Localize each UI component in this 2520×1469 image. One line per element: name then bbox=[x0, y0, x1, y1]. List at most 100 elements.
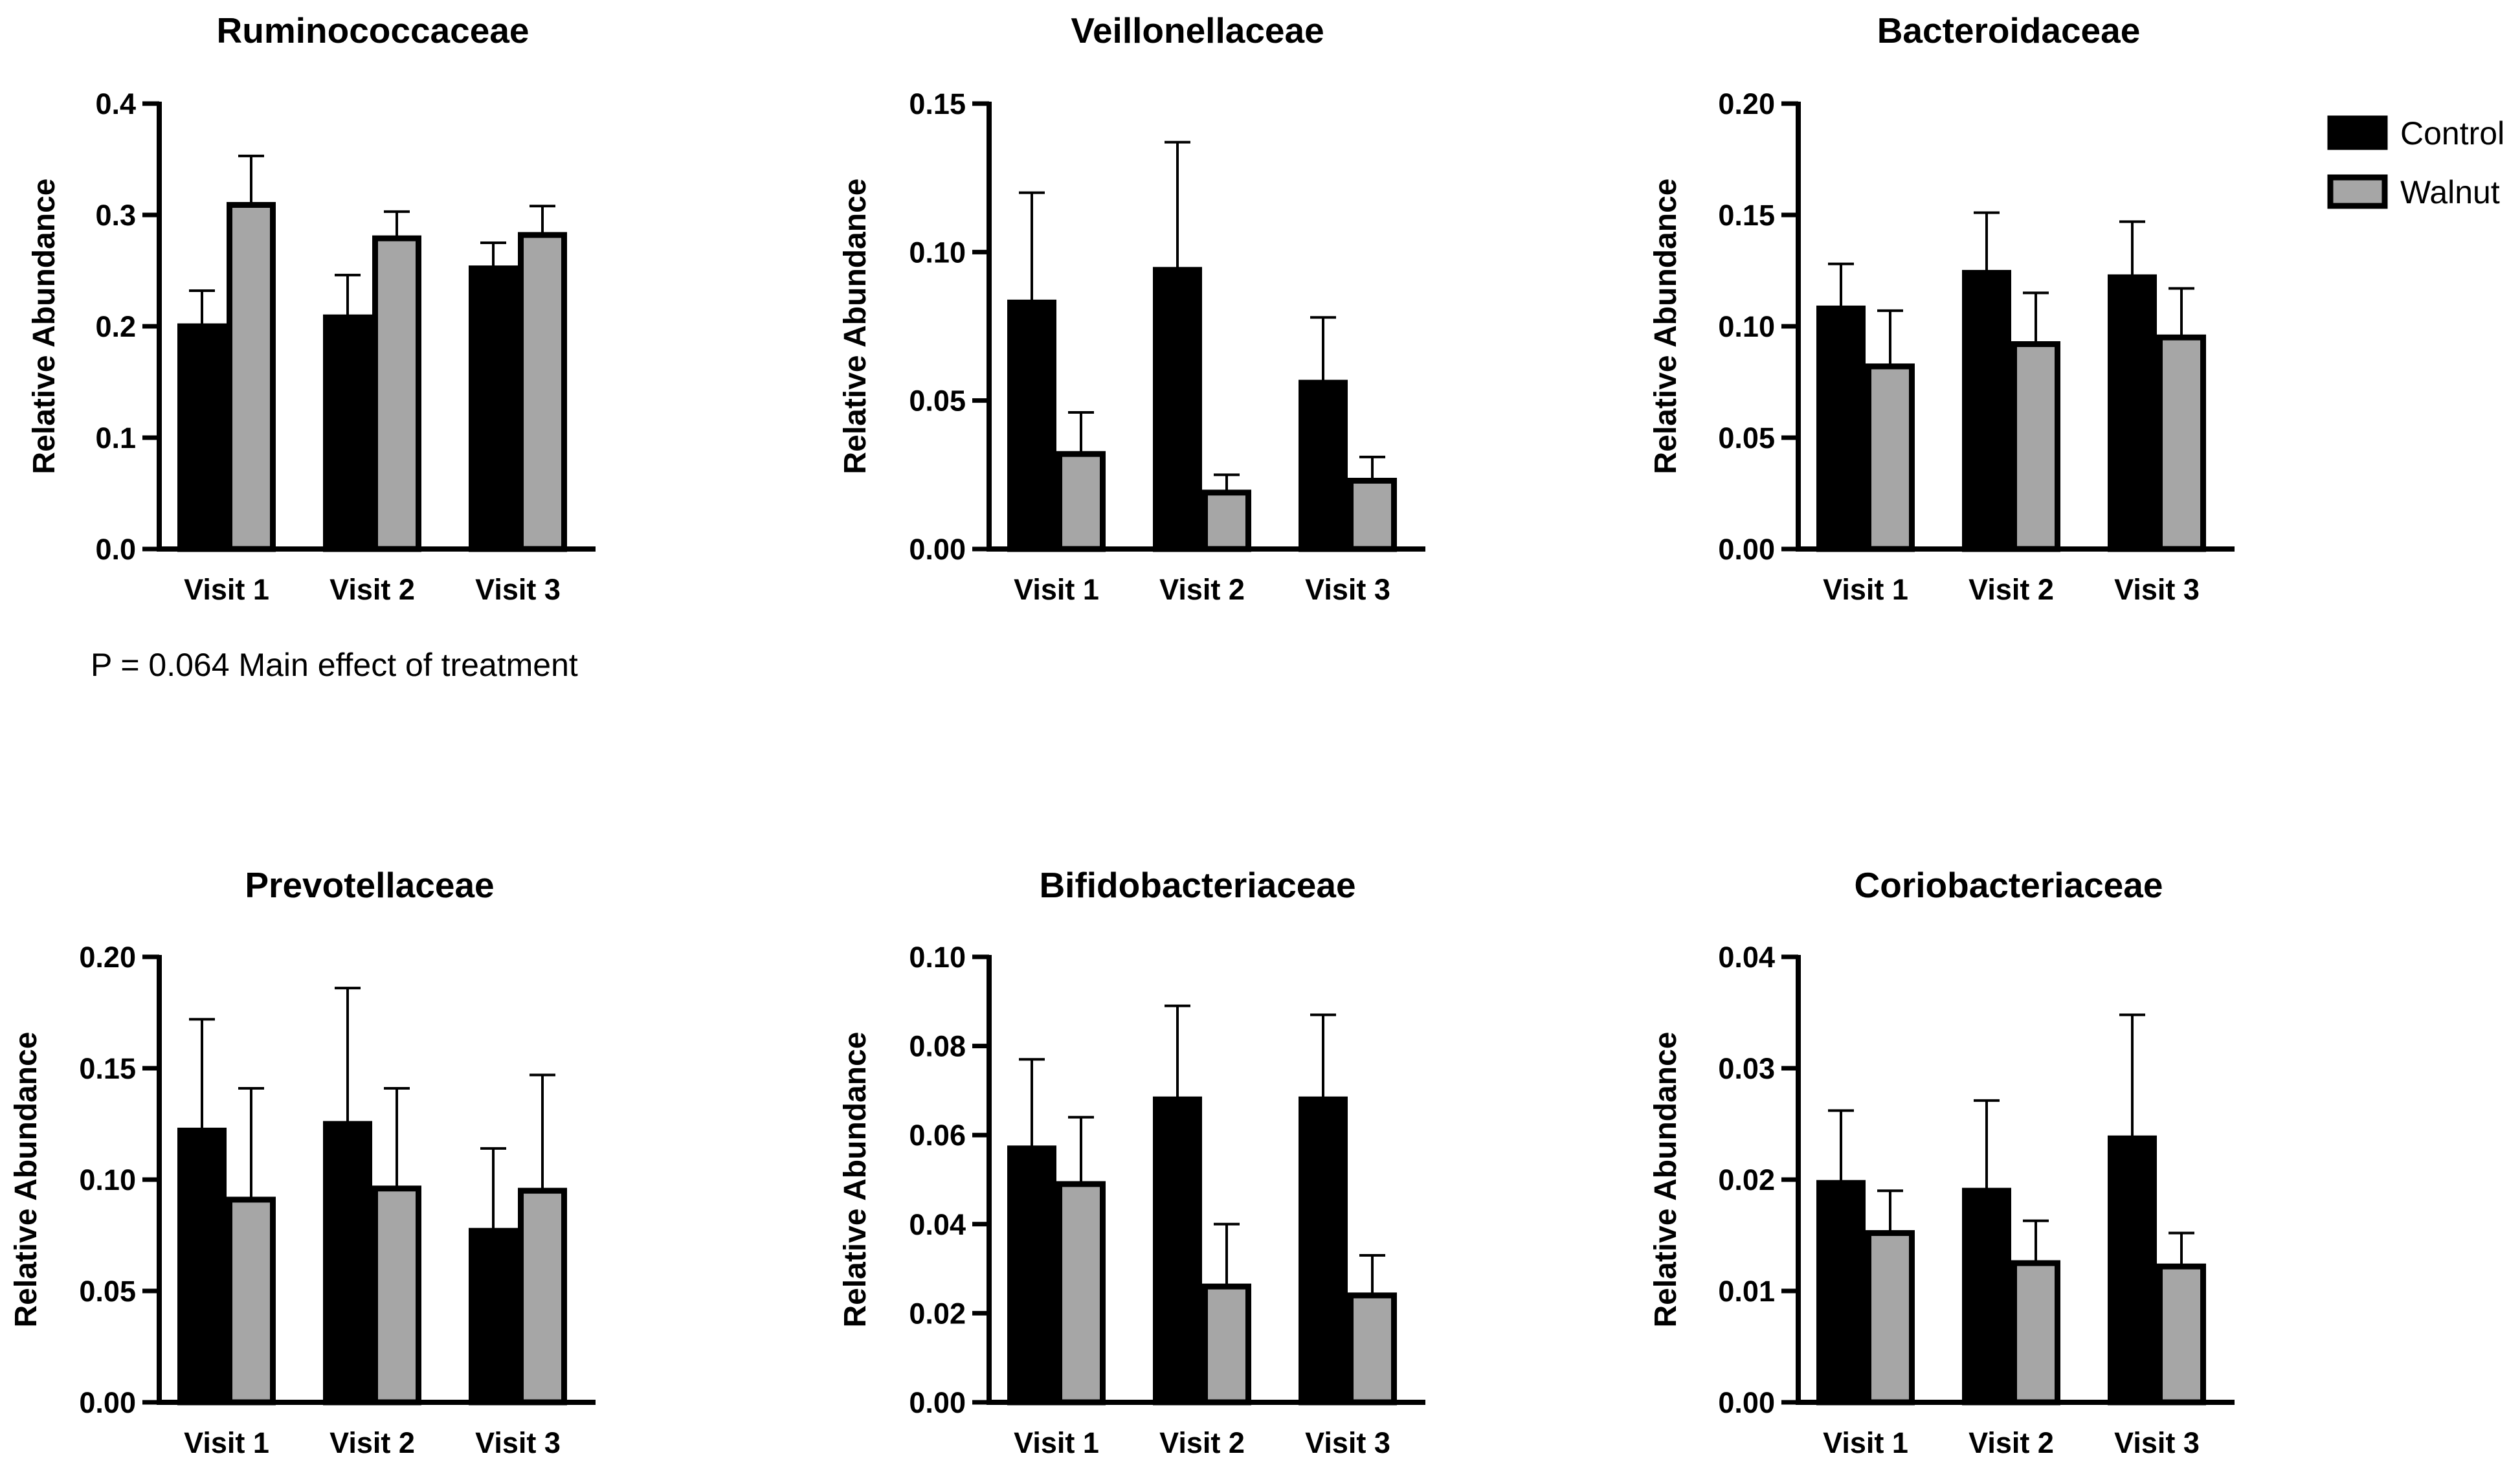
bar-walnut-visit-1 bbox=[227, 1196, 276, 1406]
chart-bacteroidaceae: Bacteroidaceae Relative Abundance 0.00 0.05… bbox=[1649, 10, 2235, 606]
x-tick-label: Visit 3 bbox=[2114, 1426, 2200, 1459]
y-axis-label: Relative Abundance bbox=[838, 1031, 873, 1327]
bar-walnut-visit-3 bbox=[1348, 478, 1397, 552]
bar-walnut-visit-1 bbox=[1056, 451, 1106, 552]
y-tick-label: 0.05 bbox=[1718, 421, 1775, 454]
legend-swatch-control bbox=[2327, 115, 2388, 150]
x-tick-label: Visit 1 bbox=[184, 573, 269, 606]
bar-walnut-visit-3 bbox=[1348, 1292, 1397, 1406]
bar-control-visit-1 bbox=[1816, 1180, 1866, 1406]
x-tick-label: Visit 3 bbox=[1305, 573, 1390, 606]
y-tick-label: 0.05 bbox=[79, 1275, 136, 1308]
y-tick-label: 0.00 bbox=[909, 1386, 966, 1419]
chart-veillonellaceae: Veillonellaceae Relative Abundance 0.00 0.0… bbox=[838, 10, 1425, 606]
y-tick-label: 0.00 bbox=[1718, 533, 1775, 566]
y-tick-label: 0.15 bbox=[79, 1052, 136, 1085]
y-tick-label: 0.08 bbox=[909, 1030, 966, 1063]
bar-walnut-visit-2 bbox=[2011, 1260, 2060, 1406]
legend-entry-walnut: Walnut bbox=[2327, 174, 2500, 210]
x-tick-label: Visit 2 bbox=[329, 573, 415, 606]
y-tick-label: 0.4 bbox=[95, 87, 136, 120]
y-tick-label: 0.00 bbox=[1718, 1386, 1775, 1419]
y-tick-label: 0.3 bbox=[95, 199, 136, 232]
bar-control-visit-3 bbox=[1299, 1096, 1348, 1406]
bar-walnut-visit-2 bbox=[372, 1185, 421, 1406]
x-tick-label: Visit 3 bbox=[475, 1426, 561, 1459]
x-tick-label: Visit 2 bbox=[1159, 1426, 1245, 1459]
y-axis-label: Relative Abundance bbox=[27, 178, 61, 474]
y-tick-label: 0.20 bbox=[1718, 87, 1775, 120]
x-tick-label: Visit 2 bbox=[1968, 573, 2054, 606]
x-tick-label: Visit 1 bbox=[1823, 573, 1908, 606]
y-axis-label: Relative Abundance bbox=[1649, 1031, 1683, 1327]
bar-walnut-visit-2 bbox=[372, 235, 421, 552]
chart-coriobacteriaceae: Coriobacteriaceae Relative Abundance 0.00 0… bbox=[1649, 865, 2235, 1459]
x-tick-label: Visit 2 bbox=[1159, 573, 1245, 606]
bar-walnut-visit-3 bbox=[2157, 334, 2206, 552]
x-tick-label: Visit 3 bbox=[2114, 573, 2200, 606]
x-tick-label: Visit 1 bbox=[1823, 1426, 1908, 1459]
x-tick-label: Visit 3 bbox=[1305, 1426, 1390, 1459]
chart-ruminococcaceae: Ruminococcaceae Relative Abundance 0.0 0.1 0… bbox=[27, 10, 596, 606]
y-tick-label: 0.10 bbox=[1718, 310, 1775, 343]
y-tick-label: 0.10 bbox=[909, 941, 966, 974]
y-tick-label: 0.2 bbox=[95, 310, 136, 343]
y-tick-label: 0.04 bbox=[909, 1208, 966, 1241]
bar-walnut-visit-3 bbox=[518, 1187, 567, 1406]
bar-walnut-visit-2 bbox=[1202, 489, 1251, 552]
bar-walnut-visit-1 bbox=[1056, 1181, 1106, 1406]
chart-title: Prevotellaceae bbox=[245, 865, 494, 905]
x-tick-label: Visit 2 bbox=[329, 1426, 415, 1459]
legend-swatch-walnut bbox=[2327, 174, 2388, 209]
y-tick-label: 0.20 bbox=[79, 941, 136, 974]
x-tick-label: Visit 1 bbox=[1014, 573, 1099, 606]
y-tick-label: 0.10 bbox=[909, 236, 966, 269]
y-axis-label: Relative Abundance bbox=[838, 178, 873, 474]
chart-bifidobacteriaceae: Bifidobacteriaceae Relative Abundance 0.00… bbox=[838, 865, 1425, 1459]
bar-walnut-visit-2 bbox=[2011, 341, 2060, 552]
x-tick-label: Visit 1 bbox=[184, 1426, 269, 1459]
bar-walnut-visit-3 bbox=[518, 232, 567, 552]
bar-control-visit-2 bbox=[323, 314, 372, 552]
bar-control-visit-3 bbox=[469, 1228, 518, 1406]
legend-entry-control: Control bbox=[2327, 115, 2504, 151]
bar-control-visit-1 bbox=[1007, 299, 1056, 552]
bar-control-visit-3 bbox=[1299, 379, 1348, 552]
bar-control-visit-2 bbox=[323, 1121, 372, 1406]
chart-title: Bifidobacteriaceae bbox=[1039, 865, 1355, 905]
x-tick-label: Visit 3 bbox=[475, 573, 561, 606]
bar-control-visit-1 bbox=[177, 1127, 227, 1406]
treatment-p-value-note: P = 0.064 Main effect of treatment bbox=[91, 647, 578, 683]
bar-walnut-visit-1 bbox=[227, 202, 276, 552]
bar-control-visit-2 bbox=[1962, 1187, 2011, 1406]
y-tick-label: 0.00 bbox=[909, 533, 966, 566]
y-tick-label: 0.05 bbox=[909, 385, 966, 418]
y-axis-label: Relative Abundance bbox=[9, 1031, 43, 1327]
y-tick-label: 0.15 bbox=[1718, 199, 1775, 232]
x-tick-label: Visit 2 bbox=[1968, 1426, 2054, 1459]
bar-control-visit-2 bbox=[1962, 269, 2011, 552]
y-tick-label: 0.00 bbox=[79, 1386, 136, 1419]
y-tick-label: 0.15 bbox=[909, 87, 966, 120]
bar-control-visit-1 bbox=[177, 323, 227, 552]
chart-prevotellaceae: Prevotellaceae Relative Abundance 0.00 0.05… bbox=[9, 865, 596, 1459]
chart-title: Ruminococcaceae bbox=[217, 10, 530, 50]
y-tick-label: 0.0 bbox=[95, 533, 136, 566]
bar-control-visit-3 bbox=[2108, 1135, 2157, 1406]
bar-control-visit-1 bbox=[1007, 1145, 1056, 1406]
y-tick-label: 0.10 bbox=[79, 1163, 136, 1196]
bar-control-visit-2 bbox=[1153, 267, 1202, 552]
legend-label-walnut: Walnut bbox=[2400, 174, 2500, 210]
y-tick-label: 0.04 bbox=[1718, 941, 1775, 974]
bar-control-visit-3 bbox=[469, 265, 518, 552]
chart-title: Coriobacteriaceae bbox=[1855, 865, 2163, 905]
y-axis-label: Relative Abundance bbox=[1649, 178, 1683, 474]
bar-control-visit-2 bbox=[1153, 1096, 1202, 1406]
bar-walnut-visit-1 bbox=[1866, 1230, 1915, 1406]
bar-walnut-visit-3 bbox=[2157, 1263, 2206, 1406]
bar-control-visit-3 bbox=[2108, 274, 2157, 552]
y-tick-label: 0.1 bbox=[95, 421, 136, 454]
y-tick-label: 0.06 bbox=[909, 1119, 966, 1152]
chart-title: Bacteroidaceae bbox=[1877, 10, 2141, 50]
